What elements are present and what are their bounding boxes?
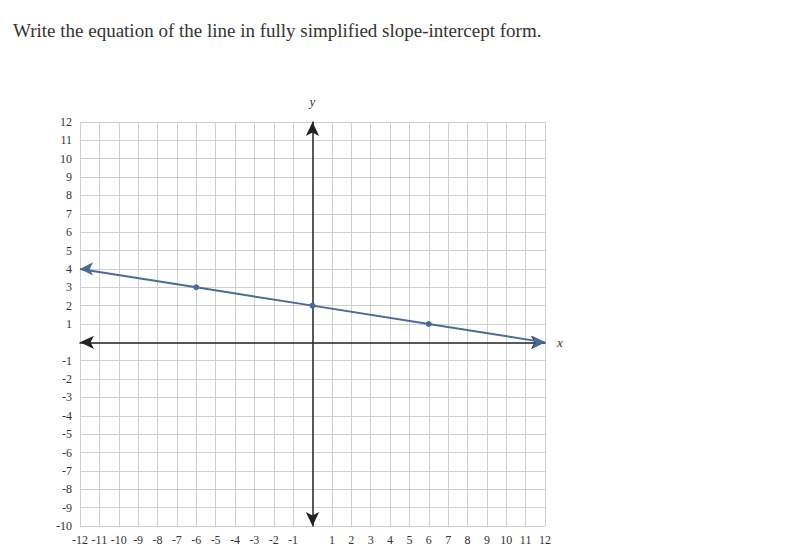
svg-text:12: 12 bbox=[539, 533, 551, 546]
svg-text:7: 7 bbox=[66, 207, 72, 221]
svg-text:-3: -3 bbox=[249, 533, 259, 546]
svg-text:y: y bbox=[308, 94, 316, 109]
svg-text:-5: -5 bbox=[62, 427, 72, 441]
svg-text:12: 12 bbox=[60, 115, 72, 129]
svg-text:5: 5 bbox=[406, 533, 412, 546]
svg-text:3: 3 bbox=[368, 533, 374, 546]
svg-text:-5: -5 bbox=[211, 533, 221, 546]
svg-text:-1: -1 bbox=[288, 533, 298, 546]
svg-text:1: 1 bbox=[329, 533, 335, 546]
svg-text:-7: -7 bbox=[172, 533, 182, 546]
svg-text:1: 1 bbox=[66, 317, 72, 331]
svg-text:-1: -1 bbox=[62, 354, 72, 368]
svg-text:-7: -7 bbox=[62, 464, 72, 478]
svg-text:10: 10 bbox=[60, 152, 72, 166]
svg-text:8: 8 bbox=[465, 533, 471, 546]
svg-text:x: x bbox=[556, 335, 563, 350]
svg-text:Write the equation of the line: Write the equation of the line in fully … bbox=[13, 20, 541, 41]
svg-text:-6: -6 bbox=[191, 533, 201, 546]
svg-text:-3: -3 bbox=[62, 390, 72, 404]
svg-text:-9: -9 bbox=[62, 501, 72, 515]
svg-text:2: 2 bbox=[66, 299, 72, 313]
svg-text:-10: -10 bbox=[111, 533, 127, 546]
svg-text:5: 5 bbox=[66, 244, 72, 258]
svg-text:-9: -9 bbox=[133, 533, 143, 546]
svg-text:4: 4 bbox=[387, 533, 393, 546]
svg-text:-4: -4 bbox=[62, 409, 72, 423]
svg-text:-8: -8 bbox=[153, 533, 163, 546]
svg-text:11: 11 bbox=[520, 533, 532, 546]
svg-text:7: 7 bbox=[445, 533, 451, 546]
svg-text:6: 6 bbox=[66, 225, 72, 239]
svg-text:-6: -6 bbox=[62, 446, 72, 460]
svg-text:-2: -2 bbox=[62, 372, 72, 386]
svg-text:9: 9 bbox=[484, 533, 490, 546]
svg-text:3: 3 bbox=[66, 280, 72, 294]
svg-text:8: 8 bbox=[66, 188, 72, 202]
svg-text:6: 6 bbox=[426, 533, 432, 546]
svg-text:2: 2 bbox=[348, 533, 354, 546]
svg-text:-2: -2 bbox=[269, 533, 279, 546]
svg-text:-12: -12 bbox=[72, 533, 88, 546]
svg-text:-10: -10 bbox=[56, 519, 72, 533]
svg-text:-8: -8 bbox=[62, 482, 72, 496]
svg-text:10: 10 bbox=[500, 533, 512, 546]
svg-text:11: 11 bbox=[60, 133, 72, 147]
svg-text:9: 9 bbox=[66, 170, 72, 184]
svg-text:4: 4 bbox=[66, 262, 72, 276]
svg-text:-4: -4 bbox=[230, 533, 240, 546]
svg-text:-11: -11 bbox=[92, 533, 108, 546]
